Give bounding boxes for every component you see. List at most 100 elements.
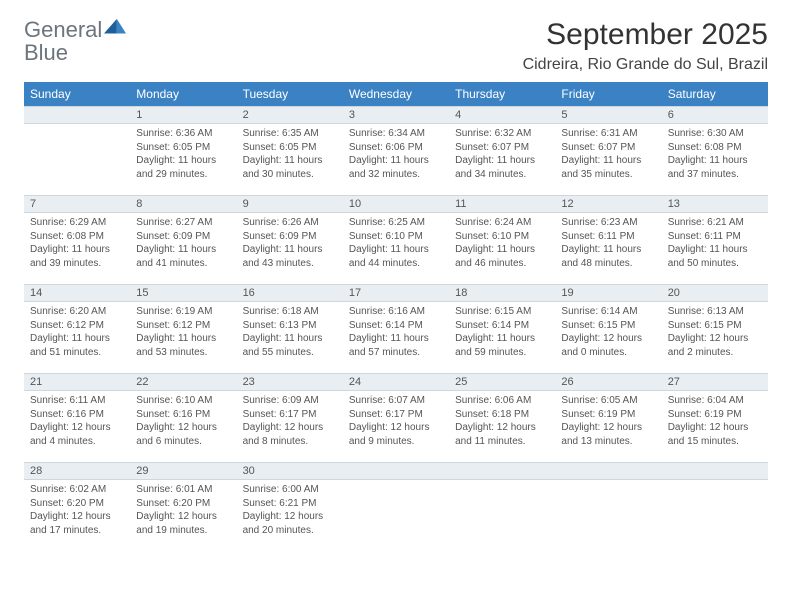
day-number: 7: [24, 195, 130, 213]
day-number: 18: [449, 284, 555, 302]
day-line-d2: and 11 minutes.: [455, 435, 549, 449]
day-line-d2: and 53 minutes.: [136, 346, 230, 360]
day-header: Saturday: [662, 82, 768, 106]
day-content-cell: Sunrise: 6:13 AMSunset: 6:15 PMDaylight:…: [662, 302, 768, 367]
day-number-cell: 7: [24, 195, 130, 213]
day-number-cell: 16: [237, 284, 343, 302]
day-number-cell: 1: [130, 106, 236, 124]
page-subtitle: Cidreira, Rio Grande do Sul, Brazil: [523, 56, 768, 74]
day-line-ss: Sunset: 6:08 PM: [668, 141, 762, 155]
day-body: Sunrise: 6:15 AMSunset: 6:14 PMDaylight:…: [449, 302, 555, 367]
day-line-sr: Sunrise: 6:32 AM: [455, 127, 549, 141]
day-content-cell: Sunrise: 6:04 AMSunset: 6:19 PMDaylight:…: [662, 391, 768, 456]
day-content-cell: Sunrise: 6:27 AMSunset: 6:09 PMDaylight:…: [130, 213, 236, 278]
day-number: 21: [24, 373, 130, 391]
day-number: [449, 462, 555, 480]
day-line-ss: Sunset: 6:10 PM: [349, 230, 443, 244]
day-line-ss: Sunset: 6:16 PM: [30, 408, 124, 422]
day-number-cell: 14: [24, 284, 130, 302]
week-content-row: Sunrise: 6:11 AMSunset: 6:16 PMDaylight:…: [24, 391, 768, 456]
day-line-d1: Daylight: 12 hours: [243, 421, 337, 435]
day-line-d2: and 46 minutes.: [455, 257, 549, 271]
week-number-row: 78910111213: [24, 195, 768, 213]
day-header: Wednesday: [343, 82, 449, 106]
day-line-ss: Sunset: 6:15 PM: [561, 319, 655, 333]
day-body: Sunrise: 6:05 AMSunset: 6:19 PMDaylight:…: [555, 391, 661, 456]
day-line-ss: Sunset: 6:20 PM: [30, 497, 124, 511]
day-content-cell: Sunrise: 6:09 AMSunset: 6:17 PMDaylight:…: [237, 391, 343, 456]
day-line-d2: and 48 minutes.: [561, 257, 655, 271]
day-line-sr: Sunrise: 6:11 AM: [30, 394, 124, 408]
day-line-sr: Sunrise: 6:35 AM: [243, 127, 337, 141]
day-number-cell: 4: [449, 106, 555, 124]
day-number: 25: [449, 373, 555, 391]
week-number-row: 14151617181920: [24, 284, 768, 302]
day-line-d2: and 19 minutes.: [136, 524, 230, 538]
day-number-cell: 25: [449, 373, 555, 391]
day-body: Sunrise: 6:30 AMSunset: 6:08 PMDaylight:…: [662, 124, 768, 189]
day-line-ss: Sunset: 6:17 PM: [243, 408, 337, 422]
day-number-cell: 6: [662, 106, 768, 124]
day-line-ss: Sunset: 6:10 PM: [455, 230, 549, 244]
day-line-ss: Sunset: 6:11 PM: [561, 230, 655, 244]
day-content-cell: Sunrise: 6:00 AMSunset: 6:21 PMDaylight:…: [237, 480, 343, 545]
day-line-ss: Sunset: 6:12 PM: [30, 319, 124, 333]
day-body: [343, 480, 449, 505]
day-body: Sunrise: 6:11 AMSunset: 6:16 PMDaylight:…: [24, 391, 130, 456]
day-line-ss: Sunset: 6:19 PM: [561, 408, 655, 422]
day-content-cell: Sunrise: 6:02 AMSunset: 6:20 PMDaylight:…: [24, 480, 130, 545]
calendar-table: SundayMondayTuesdayWednesdayThursdayFrid…: [24, 82, 768, 545]
day-line-d1: Daylight: 11 hours: [136, 243, 230, 257]
day-body: Sunrise: 6:32 AMSunset: 6:07 PMDaylight:…: [449, 124, 555, 189]
day-line-d1: Daylight: 11 hours: [668, 154, 762, 168]
day-line-ss: Sunset: 6:14 PM: [349, 319, 443, 333]
day-body: Sunrise: 6:06 AMSunset: 6:18 PMDaylight:…: [449, 391, 555, 456]
day-number-cell: 15: [130, 284, 236, 302]
day-line-sr: Sunrise: 6:00 AM: [243, 483, 337, 497]
day-line-sr: Sunrise: 6:34 AM: [349, 127, 443, 141]
day-body: Sunrise: 6:00 AMSunset: 6:21 PMDaylight:…: [237, 480, 343, 545]
day-body: Sunrise: 6:27 AMSunset: 6:09 PMDaylight:…: [130, 213, 236, 278]
day-line-sr: Sunrise: 6:20 AM: [30, 305, 124, 319]
header: General Blue September 2025 Cidreira, Ri…: [24, 18, 768, 74]
day-line-d2: and 59 minutes.: [455, 346, 549, 360]
day-content-cell: Sunrise: 6:20 AMSunset: 6:12 PMDaylight:…: [24, 302, 130, 367]
week-number-row: 282930: [24, 462, 768, 480]
day-line-d2: and 57 minutes.: [349, 346, 443, 360]
day-body: Sunrise: 6:36 AMSunset: 6:05 PMDaylight:…: [130, 124, 236, 189]
day-line-d1: Daylight: 11 hours: [455, 154, 549, 168]
day-body: Sunrise: 6:21 AMSunset: 6:11 PMDaylight:…: [662, 213, 768, 278]
day-number: 28: [24, 462, 130, 480]
week-content-row: Sunrise: 6:02 AMSunset: 6:20 PMDaylight:…: [24, 480, 768, 545]
day-number-cell: [555, 462, 661, 480]
day-line-ss: Sunset: 6:09 PM: [243, 230, 337, 244]
day-line-d1: Daylight: 11 hours: [243, 154, 337, 168]
day-header: Monday: [130, 82, 236, 106]
day-content-cell: Sunrise: 6:32 AMSunset: 6:07 PMDaylight:…: [449, 124, 555, 189]
day-line-d2: and 30 minutes.: [243, 168, 337, 182]
day-body: Sunrise: 6:16 AMSunset: 6:14 PMDaylight:…: [343, 302, 449, 367]
day-number-cell: 12: [555, 195, 661, 213]
day-line-sr: Sunrise: 6:09 AM: [243, 394, 337, 408]
day-header: Tuesday: [237, 82, 343, 106]
day-number-cell: 26: [555, 373, 661, 391]
day-line-sr: Sunrise: 6:19 AM: [136, 305, 230, 319]
day-number-cell: 22: [130, 373, 236, 391]
day-content-cell: [343, 480, 449, 545]
day-content-cell: Sunrise: 6:11 AMSunset: 6:16 PMDaylight:…: [24, 391, 130, 456]
page-title: September 2025: [523, 18, 768, 52]
day-number: 29: [130, 462, 236, 480]
day-line-d2: and 50 minutes.: [668, 257, 762, 271]
day-line-ss: Sunset: 6:11 PM: [668, 230, 762, 244]
day-line-ss: Sunset: 6:21 PM: [243, 497, 337, 511]
day-line-ss: Sunset: 6:16 PM: [136, 408, 230, 422]
day-header-row: SundayMondayTuesdayWednesdayThursdayFrid…: [24, 82, 768, 106]
day-line-d1: Daylight: 12 hours: [455, 421, 549, 435]
day-line-d2: and 35 minutes.: [561, 168, 655, 182]
day-line-d1: Daylight: 12 hours: [136, 510, 230, 524]
day-line-ss: Sunset: 6:14 PM: [455, 319, 549, 333]
day-line-d1: Daylight: 12 hours: [243, 510, 337, 524]
day-number-cell: 10: [343, 195, 449, 213]
day-content-cell: Sunrise: 6:25 AMSunset: 6:10 PMDaylight:…: [343, 213, 449, 278]
day-body: Sunrise: 6:19 AMSunset: 6:12 PMDaylight:…: [130, 302, 236, 367]
